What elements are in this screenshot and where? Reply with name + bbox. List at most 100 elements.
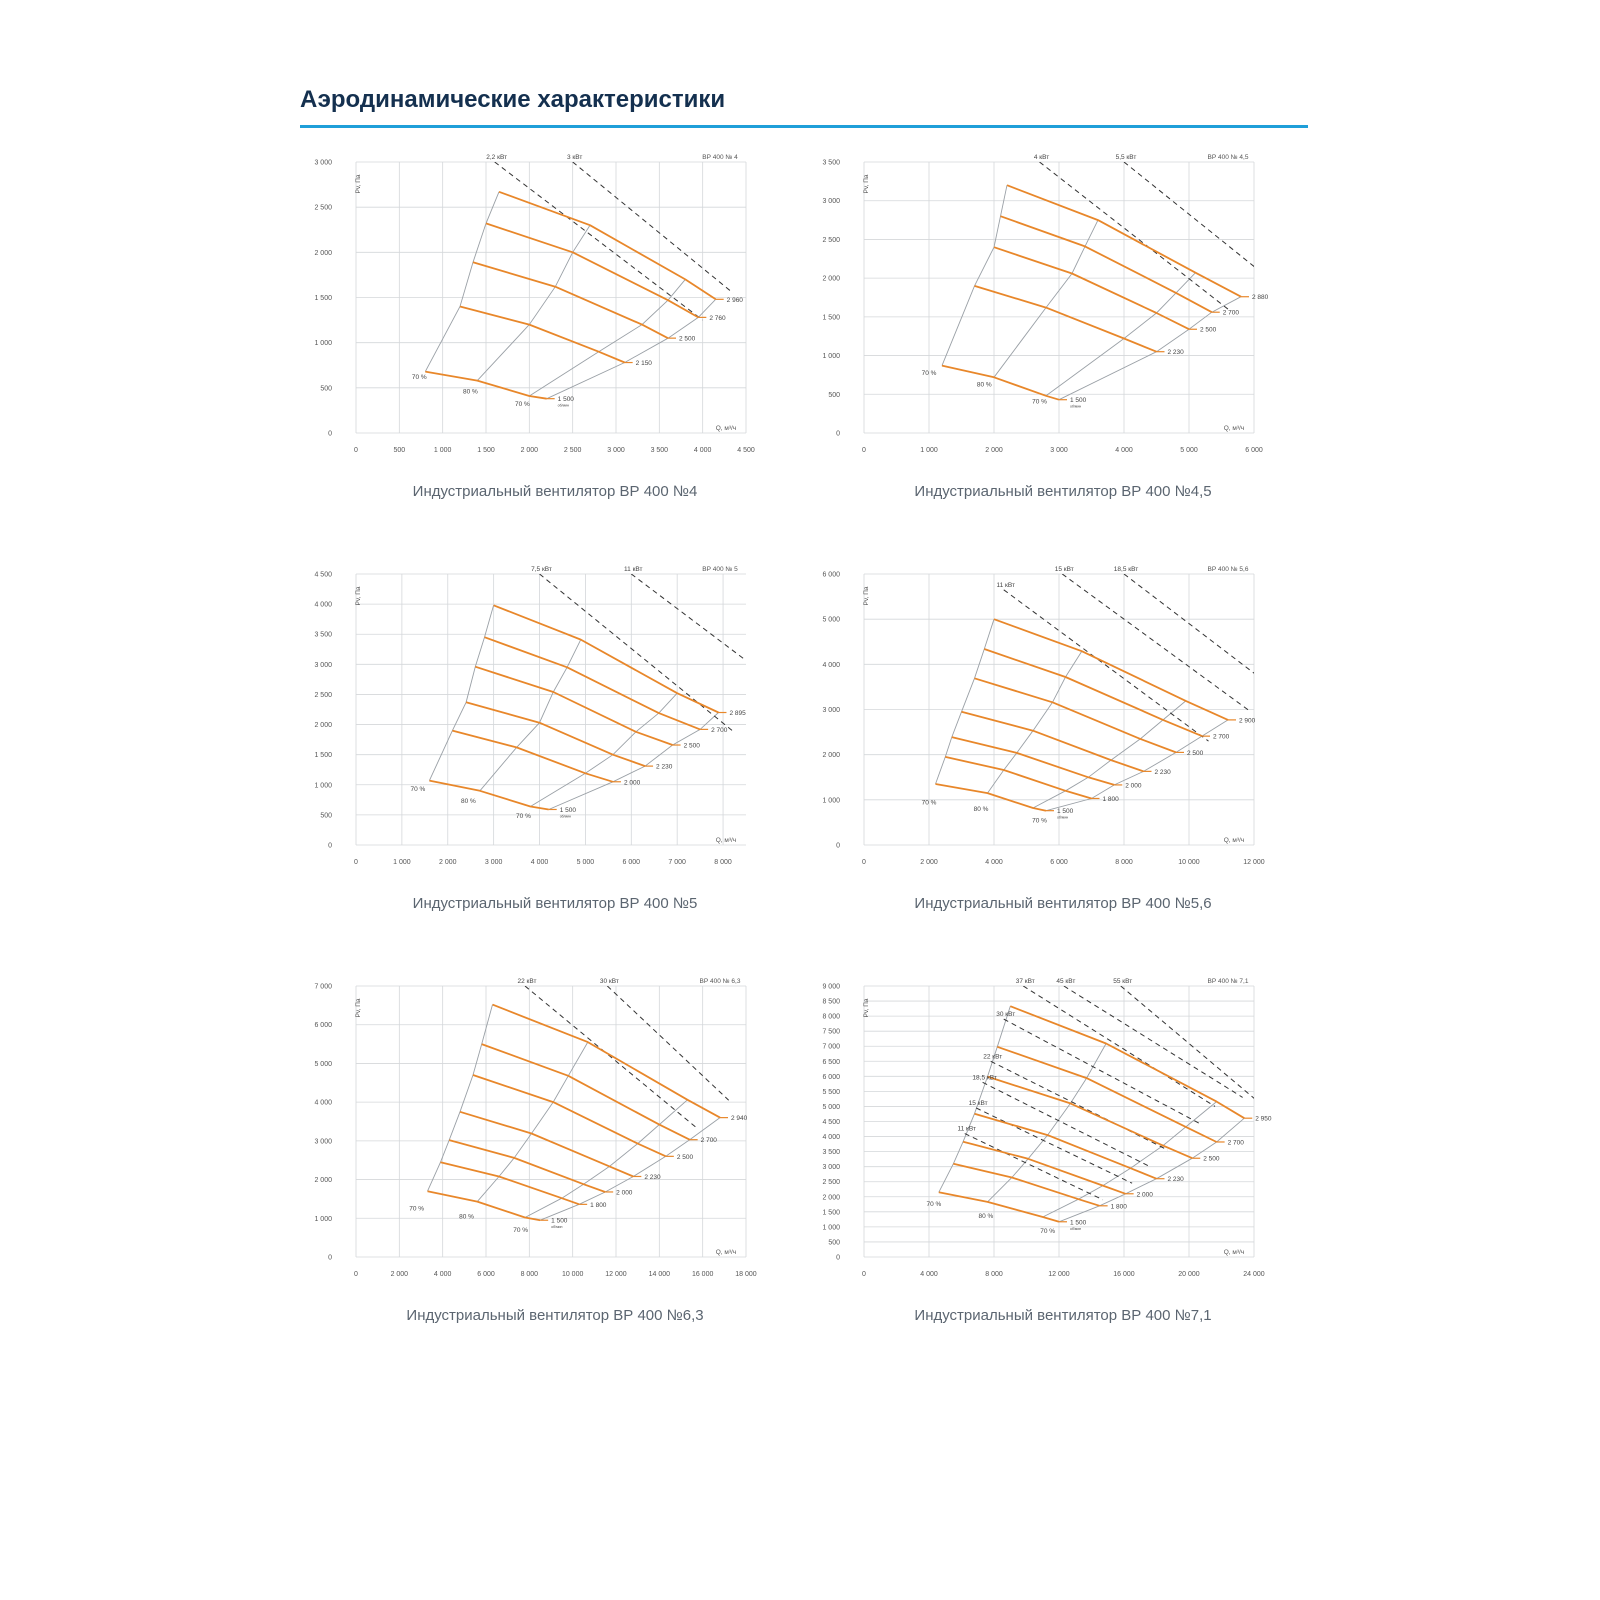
efficiency-label: 70 % [411, 786, 426, 793]
chart-caption: Индустриальный вентилятор ВР 400 №4 [412, 483, 698, 500]
y-axis-title: Pv, Па [863, 586, 870, 605]
rpm-unit-label: об/мин [558, 404, 569, 408]
curve-label: 2 500 [1187, 750, 1204, 757]
curve-label: 2 000 [1125, 782, 1142, 789]
power-line-label: 45 кВт [1056, 978, 1075, 985]
y-tick-label: 6 000 [314, 1022, 332, 1029]
power-line-label: 3 кВт [567, 154, 582, 161]
power-line-label: 2,2 кВт [486, 154, 507, 161]
efficiency-label: 70 % [926, 1201, 941, 1208]
y-tick-label: 500 [828, 392, 840, 399]
power-line [1063, 986, 1243, 1098]
rpm-curve [427, 1190, 541, 1222]
x-tick-label: 0 [862, 859, 866, 866]
rpm-curve [953, 1162, 1100, 1207]
rpm-unit-label: об/мин [560, 814, 571, 818]
rpm-curve [961, 710, 1144, 773]
efficiency-line [935, 619, 995, 785]
power-line-label: 15 кВт [1055, 566, 1074, 573]
rpm-curve [475, 665, 673, 746]
page-title: Аэродинамические характеристики [300, 86, 726, 113]
power-line-label: 37 кВт [1016, 978, 1035, 985]
y-tick-label: 3 000 [822, 198, 840, 205]
y-tick-label: 9 000 [822, 984, 840, 991]
curve-label: 1 500 [1057, 808, 1074, 815]
y-tick-label: 1 500 [314, 295, 332, 302]
efficiency-label: 70 % [513, 1227, 528, 1234]
chart-caption: Индустриальный вентилятор ВР 400 №7,1 [914, 1307, 1212, 1324]
efficiency-line [546, 298, 717, 400]
x-axis-title: Q, м³/ч [1224, 1249, 1245, 1256]
y-tick-label: 1 000 [822, 1224, 840, 1231]
efficiency-label: 70 % [412, 374, 427, 381]
rpm-unit-label: об/мин [1057, 816, 1068, 820]
x-tick-label: 4 000 [531, 859, 549, 866]
x-tick-label: 7 000 [668, 859, 686, 866]
x-tick-label: 3 000 [485, 859, 503, 866]
x-tick-label: 8 000 [1115, 859, 1133, 866]
x-axis-title: Q, м³/ч [716, 1249, 737, 1256]
power-line [630, 574, 746, 662]
y-tick-label: 0 [836, 843, 840, 850]
x-tick-label: 0 [354, 859, 358, 866]
curve-label: 2 880 [1252, 294, 1269, 301]
efficiency-label: 70 % [515, 401, 530, 408]
curve-label: 2 230 [656, 764, 673, 771]
curve-label: 2 895 [729, 710, 746, 717]
x-tick-label: 3 000 [1050, 447, 1068, 454]
efficiency-label: 70 % [409, 1206, 424, 1213]
y-tick-label: 8 500 [822, 999, 840, 1006]
y-tick-label: 3 000 [314, 160, 332, 167]
chart-caption: Индустриальный вентилятор ВР 400 №6,3 [406, 1307, 704, 1324]
rpm-curve [459, 305, 626, 364]
power-line-label: 30 кВт [996, 1011, 1015, 1018]
y-tick-label: 4 500 [822, 1119, 840, 1126]
y-tick-label: 5 000 [314, 1061, 332, 1068]
y-tick-label: 0 [836, 1255, 840, 1262]
curve-label: 2 000 [1137, 1191, 1154, 1198]
y-tick-label: 1 500 [822, 1209, 840, 1216]
x-tick-label: 2 000 [439, 859, 457, 866]
plot-area [935, 574, 1254, 812]
y-axis-title: Pv, Па [355, 174, 362, 193]
power-line-label: 18,5 кВт [1114, 566, 1138, 573]
power-line [1022, 986, 1216, 1107]
chart-caption: Индустриальный вентилятор ВР 400 №5,6 [914, 895, 1212, 912]
curve-label: 2 230 [644, 1174, 661, 1181]
efficiency-label: 70 % [516, 813, 531, 820]
power-line [539, 574, 733, 731]
rpm-curve [498, 190, 717, 301]
power-line [572, 162, 734, 294]
rpm-curve [481, 1043, 691, 1141]
y-tick-label: 2 000 [822, 276, 840, 283]
curve-label: 2 150 [636, 360, 653, 367]
plot-area [424, 162, 734, 400]
power-line-label: 11 кВт [997, 582, 1016, 589]
x-tick-label: 10 000 [562, 1271, 584, 1278]
x-tick-label: 4 000 [1115, 447, 1133, 454]
x-tick-label: 0 [354, 1271, 358, 1278]
rpm-unit-label: об/мин [551, 1225, 562, 1229]
x-tick-label: 5 000 [577, 859, 595, 866]
curve-label: 1 500 [1070, 1219, 1087, 1226]
model-label: ВР 400 № 4 [702, 154, 738, 161]
curve-label: 1 800 [590, 1202, 607, 1209]
x-tick-label: 8 000 [714, 859, 732, 866]
power-line-label: 5,5 кВт [1116, 154, 1137, 161]
x-axis-title: Q, м³/ч [1224, 425, 1245, 432]
efficiency-line [1058, 1117, 1245, 1223]
x-tick-label: 8 000 [985, 1271, 1003, 1278]
efficiency-label: 80 % [977, 382, 992, 389]
power-line-label: 15 кВт [969, 1100, 988, 1107]
x-tick-label: 1 000 [434, 447, 452, 454]
y-tick-label: 2 000 [314, 250, 332, 257]
efficiency-label: 70 % [1032, 817, 1047, 824]
efficiency-label: 70 % [1032, 399, 1047, 406]
rpm-curve [1000, 215, 1213, 313]
x-tick-label: 500 [393, 447, 405, 454]
rpm-curve [492, 1003, 721, 1119]
power-line [1003, 589, 1209, 742]
y-tick-label: 1 000 [822, 797, 840, 804]
rpm-unit-label: об/мин [1070, 1227, 1081, 1231]
x-tick-label: 12 000 [605, 1271, 627, 1278]
